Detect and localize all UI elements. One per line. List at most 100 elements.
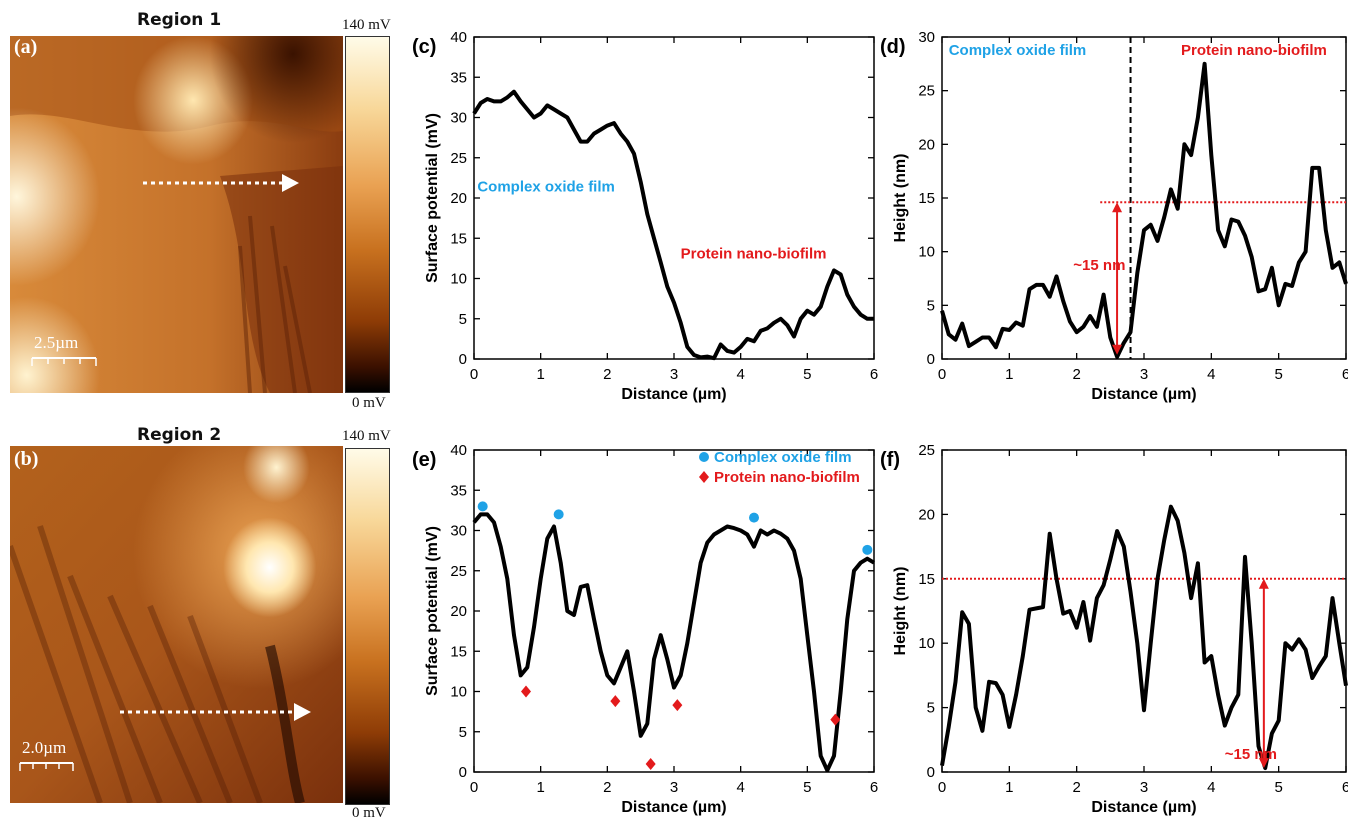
y-axis-label: Surface potential (mV): [424, 113, 441, 283]
y-axis-label: Surface potential (mV): [424, 526, 441, 696]
x-tick-label: 2: [603, 779, 611, 796]
x-tick-label: 1: [1005, 366, 1013, 383]
x-tick-label: 1: [536, 366, 544, 383]
scale-bar-label-b: 2.0µm: [22, 738, 67, 757]
x-axis-label: Distance (µm): [621, 386, 726, 403]
afm-map-a: [10, 36, 343, 393]
x-tick-label: 5: [803, 366, 811, 383]
x-tick-label: 2: [1072, 366, 1080, 383]
y-tick-label: 0: [459, 351, 467, 368]
y-tick-label: 25: [450, 563, 467, 580]
x-tick-label: 2: [1072, 779, 1080, 796]
colorbar-b-max: 140 mV: [342, 428, 391, 444]
scan-arrow-head-a: [282, 174, 299, 192]
y-tick-label: 40: [450, 29, 467, 46]
protein-marker: [672, 699, 683, 712]
panel-label-c: (c): [412, 36, 436, 58]
x-tick-label: 4: [1207, 779, 1215, 796]
oxide-marker: [477, 501, 488, 512]
y-tick-label: 30: [918, 29, 935, 46]
plot-frame: [473, 36, 875, 360]
annotation: ~15 nm: [1073, 257, 1125, 274]
x-axis-label: Distance (µm): [1091, 386, 1196, 403]
y-tick-label: 20: [918, 506, 935, 523]
y-tick-label: 10: [450, 684, 467, 701]
legend-diamond-icon: [699, 471, 709, 483]
y-tick-label: 35: [450, 69, 467, 86]
y-tick-label: 30: [450, 523, 467, 540]
x-tick-label: 4: [736, 779, 744, 796]
y-tick-label: 5: [459, 724, 467, 741]
x-tick-label: 4: [736, 366, 744, 383]
x-tick-label: 3: [670, 366, 678, 383]
afm-image-b: [10, 446, 343, 803]
legend-label: Protein nano-biofilm: [714, 469, 860, 486]
y-tick-label: 35: [450, 482, 467, 499]
x-tick-label: 5: [1274, 366, 1282, 383]
oxide-marker: [862, 544, 873, 555]
annotation: ~15 nm: [1225, 746, 1277, 763]
x-axis-label: Distance (µm): [1091, 799, 1196, 816]
colorbar-b-min: 0 mV: [352, 805, 386, 821]
y-tick-label: 0: [927, 764, 935, 781]
y-tick-label: 20: [450, 190, 467, 207]
x-tick-label: 5: [1274, 779, 1282, 796]
y-tick-label: 25: [918, 83, 935, 100]
x-tick-label: 0: [938, 779, 946, 796]
arrow-head-up: [1112, 202, 1123, 213]
x-tick-label: 2: [603, 366, 611, 383]
series-line: [940, 504, 1348, 771]
legend-label: Complex oxide film: [714, 449, 852, 466]
arrow-head-down: [1258, 758, 1269, 769]
colorbar-a-min: 0 mV: [352, 395, 386, 411]
panel-label-b: (b): [14, 448, 39, 470]
y-tick-label: 20: [450, 603, 467, 620]
x-tick-label: 3: [1140, 779, 1148, 796]
y-tick-label: 25: [450, 150, 467, 167]
x-tick-label: 3: [1140, 366, 1148, 383]
x-tick-label: 1: [1005, 779, 1013, 796]
region-1-title: Region 1: [137, 10, 222, 30]
colorbar-b: [345, 448, 390, 805]
y-tick-label: 25: [918, 442, 935, 459]
y-tick-label: 5: [927, 297, 935, 314]
y-tick-label: 30: [450, 110, 467, 127]
chart-e: 0 1 2 3 4 5 6 0 5 10 15 20 25 30 35 40 Distance (µm) Surf…: [412, 442, 878, 816]
y-tick-label: 20: [918, 136, 935, 153]
protein-marker: [521, 685, 531, 698]
x-tick-label: 0: [938, 366, 946, 383]
region-2-title: Region 2: [137, 425, 222, 445]
colorbar-a: [345, 36, 390, 393]
annotation: Complex oxide film: [477, 179, 615, 196]
y-tick-label: 5: [459, 311, 467, 328]
chart-c: 0 1 2 3 4 5 6 0 5 10 15 20 25 30 35 40 Distance (µm) Surf…: [412, 29, 878, 403]
series-line: [940, 61, 1348, 359]
x-tick-label: 1: [536, 779, 544, 796]
x-tick-label: 3: [670, 779, 678, 796]
colorbar-a-max: 140 mV: [342, 17, 391, 33]
protein-marker: [645, 757, 656, 770]
annotation: Protein nano-biofilm: [681, 245, 827, 262]
afm-map-b: [10, 446, 343, 803]
panel-label-a: (a): [14, 36, 38, 58]
plot-frame: [941, 449, 1347, 773]
oxide-marker: [553, 509, 564, 520]
x-tick-label: 5: [803, 779, 811, 796]
plot-frame: [473, 449, 875, 773]
y-tick-label: 5: [927, 700, 935, 717]
chart-d: 0 1 2 3 4 5 6 0 5 10 15 20 25 30 Distance (µm) Height (…: [880, 29, 1348, 403]
x-tick-label: 6: [1342, 366, 1348, 383]
panel-label-e: (e): [412, 449, 436, 471]
legend-circle-icon: [699, 452, 709, 462]
y-tick-label: 15: [450, 230, 467, 247]
afm-image-a: [10, 36, 343, 393]
x-tick-label: 6: [870, 366, 878, 383]
plot-frame: [941, 36, 1347, 360]
y-tick-label: 10: [918, 635, 935, 652]
chart-f: 0 1 2 3 4 5 6 0 5 10 15 20 25 Distance (µm) Height (nm…: [880, 442, 1348, 816]
y-tick-label: 15: [450, 643, 467, 660]
x-axis-label: Distance (µm): [621, 799, 726, 816]
scan-arrow-head-b: [294, 703, 311, 721]
y-tick-label: 15: [918, 571, 935, 588]
annotation: Complex oxide film: [949, 42, 1087, 59]
